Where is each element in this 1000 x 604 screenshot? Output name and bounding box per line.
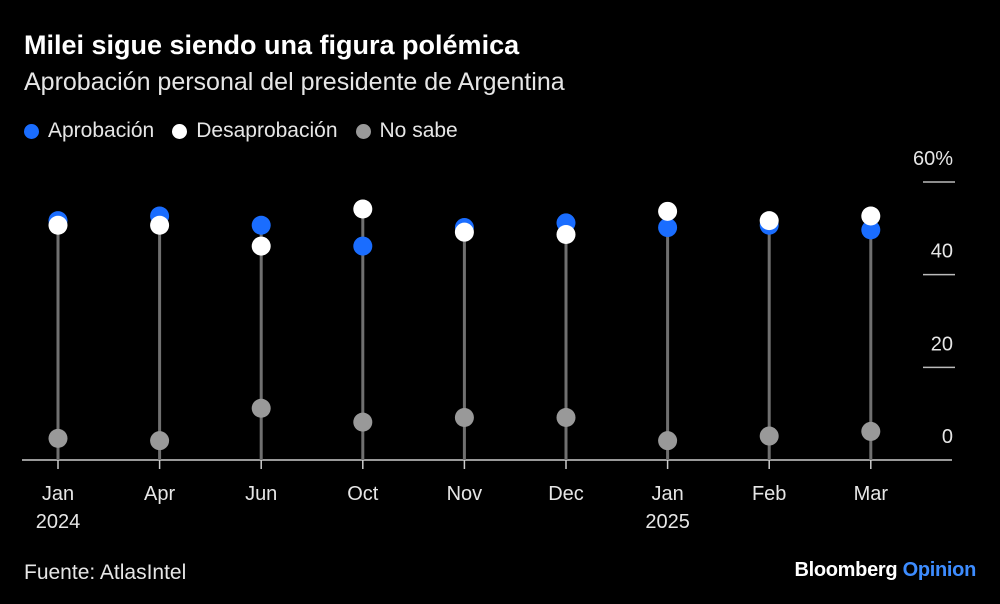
dot-desaprobacion-8 [861,206,881,226]
legend-label-aprobacion: Aprobación [48,119,155,142]
x-tick-label-1: Apr [144,483,175,505]
source-note: Fuente: AtlasIntel [24,561,187,584]
y-tick-label-20: 20 [931,333,953,355]
dot-no-sabe-8 [861,421,881,441]
dot-no-sabe-3 [353,412,373,432]
dot-desaprobacion-2 [251,236,271,256]
x-tick-label-3: Oct [347,483,379,505]
dot-desaprobacion-0 [48,215,68,235]
x-tick-label-6: Jan [651,483,683,505]
dot-no-sabe-2 [251,398,271,418]
brand-logo: Bloomberg Opinion [794,559,976,582]
x-tick-label-2: Jun [245,483,277,505]
dot-desaprobacion-1 [150,215,170,235]
dot-aprobacion-2 [251,215,271,235]
dot-no-sabe-5 [556,408,576,428]
chart-title: Milei sigue siendo una figura polémica [24,30,520,60]
brand-section: Opinion [902,559,977,581]
dot-no-sabe-6 [658,431,678,451]
x-tick-label-8: Mar [854,483,889,505]
x-tick-label-4: Nov [447,483,483,505]
x-year-label-0: 2024 [36,511,81,533]
dot-aprobacion-8 [861,220,881,240]
y-tick-label-40: 40 [931,241,953,263]
dot-no-sabe-4 [454,408,474,428]
legend-dot-aprobacion-icon [24,123,39,139]
brand-name: Bloomberg [794,559,898,581]
x-tick-label-7: Feb [752,483,786,505]
legend-item-desaprobacion: Desaprobación [172,119,338,143]
dot-desaprobacion-6 [658,201,678,221]
dot-aprobacion-3 [353,236,373,256]
legend-label-desaprobacion: Desaprobación [196,119,338,142]
dot-no-sabe-0 [48,428,68,448]
dot-desaprobacion-4 [454,222,474,242]
legend: Aprobación Desaprobación No sabe [24,119,476,143]
y-tick-label-0: 0 [942,426,953,448]
x-tick-label-5: Dec [548,483,584,505]
dot-desaprobacion-3 [353,199,373,219]
legend-dot-desaprobacion-icon [172,123,188,139]
chart-subtitle: Aprobación personal del presidente de Ar… [24,68,565,96]
legend-dot-no-sabe-icon [355,123,371,139]
dot-no-sabe-7 [759,426,779,446]
legend-label-no-sabe: No sabe [379,119,458,142]
y-tick-label-60: 60% [913,148,953,170]
dot-desaprobacion-7 [759,211,779,231]
legend-item-aprobacion: Aprobación [24,119,154,143]
dot-desaprobacion-5 [556,225,576,244]
x-tick-label-0: Jan [42,483,74,505]
legend-item-no-sabe: No sabe [355,119,458,143]
dot-aprobacion-6 [658,218,678,238]
x-year-label-6: 2025 [645,511,690,533]
dot-no-sabe-1 [150,431,170,451]
